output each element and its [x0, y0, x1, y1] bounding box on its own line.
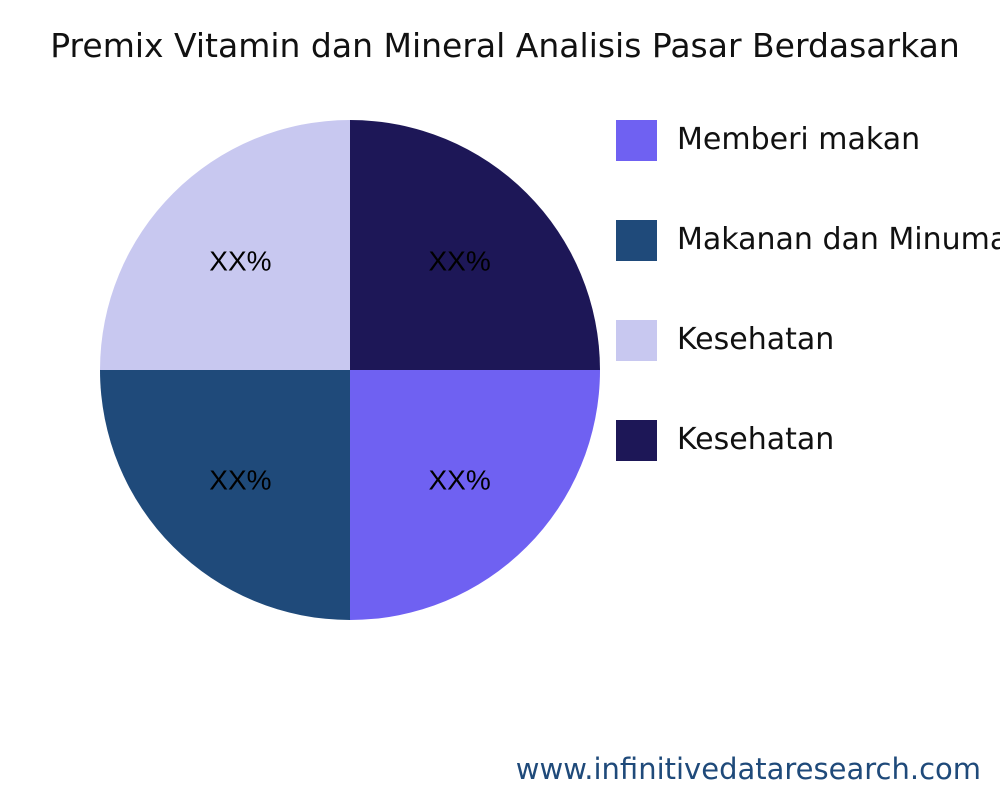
pie-slice: [100, 120, 350, 370]
legend-swatch: [616, 320, 657, 361]
pie-slice: [350, 370, 600, 620]
legend-item[interactable]: Makanan dan Minuman: [616, 220, 1000, 320]
legend-swatch: [616, 120, 657, 161]
footer-url[interactable]: www.infinitivedataresearch.com: [515, 752, 981, 786]
legend-label: Kesehatan: [677, 422, 835, 457]
pie-slice: [100, 370, 350, 620]
legend-label: Kesehatan: [677, 322, 835, 357]
legend: Memberi makan Makanan dan Minuman Kesehata…: [616, 120, 1000, 520]
legend-item[interactable]: Kesehatan: [616, 320, 1000, 420]
legend-item[interactable]: Memberi makan: [616, 120, 1000, 220]
pie-slice: [350, 120, 600, 370]
legend-label: Makanan dan Minuman: [677, 222, 1000, 257]
slice-data-label: XX%: [209, 465, 271, 496]
legend-swatch: [616, 420, 657, 461]
legend-item[interactable]: Kesehatan: [616, 420, 1000, 520]
legend-swatch: [616, 220, 657, 261]
slice-data-label: XX%: [428, 465, 490, 496]
slice-data-label: XX%: [428, 245, 490, 276]
chart-title: Premix Vitamin dan Mineral Analisis Pasa…: [50, 26, 960, 65]
slice-data-label: XX%: [209, 245, 271, 276]
legend-label: Memberi makan: [677, 122, 921, 157]
